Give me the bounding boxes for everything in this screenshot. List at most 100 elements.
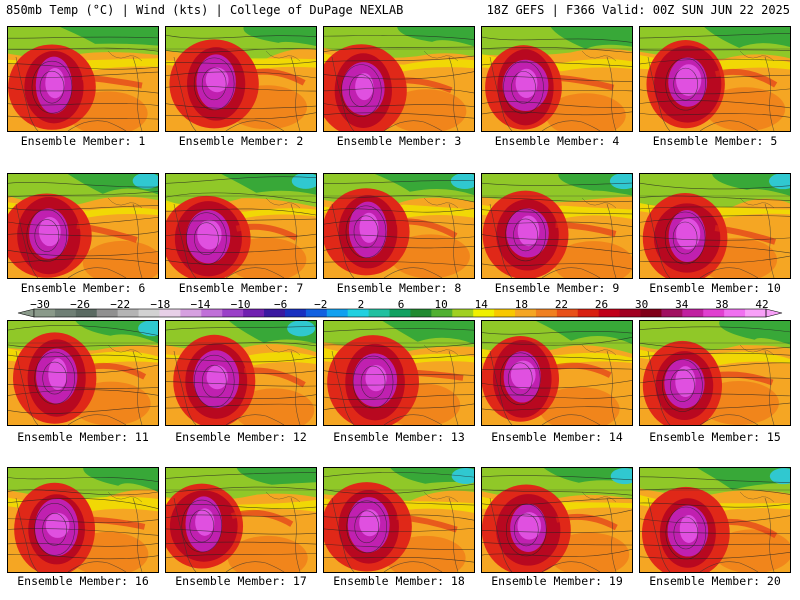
colorbar-swatch <box>75 309 98 317</box>
colorbar-swatch <box>473 309 495 317</box>
ensemble-map-10 <box>640 174 790 278</box>
ensemble-member-label: Ensemble Member: 10 <box>649 281 781 295</box>
colorbar-swatch <box>138 309 160 317</box>
ensemble-panel-19 <box>481 467 633 573</box>
ensemble-member-label: Ensemble Member: 5 <box>652 134 778 148</box>
ensemble-member-label: Ensemble Member: 17 <box>175 574 307 588</box>
colorbar-swatch <box>724 309 746 317</box>
ensemble-map-17 <box>166 468 316 572</box>
colorbar-swatch <box>264 309 286 317</box>
ensemble-map-3 <box>324 27 474 131</box>
ensemble-panel-10 <box>639 173 791 279</box>
colorbar-swatch <box>640 309 662 317</box>
colorbar-swatch <box>201 309 223 317</box>
ensemble-panel-8 <box>323 173 475 279</box>
colorbar-tick-label: −26 <box>70 298 91 311</box>
ensemble-member-label: Ensemble Member: 14 <box>491 430 623 444</box>
colorbar-swatch <box>515 309 537 317</box>
colorbar-tick-label: 30 <box>635 298 649 311</box>
colorbar-tick-label: 10 <box>434 298 448 311</box>
ensemble-map-8 <box>324 174 474 278</box>
ensemble-member-label: Ensemble Member: 18 <box>333 574 465 588</box>
colorbar-tick-label: 42 <box>755 298 769 311</box>
ensemble-member-label: Ensemble Member: 20 <box>649 574 781 588</box>
ensemble-map-5 <box>640 27 790 131</box>
colorbar-swatch <box>117 309 140 317</box>
colorbar-swatch <box>96 309 119 317</box>
ensemble-member-label: Ensemble Member: 13 <box>333 430 465 444</box>
colorbar-tick-label: 22 <box>554 298 569 311</box>
ensemble-panel-1 <box>7 26 159 132</box>
colorbar-swatch <box>389 309 411 317</box>
ensemble-map-18 <box>324 468 474 572</box>
ensemble-panel-14 <box>481 320 633 426</box>
ensemble-map-2 <box>166 27 316 131</box>
temperature-colorbar <box>17 308 783 318</box>
colorbar-tick-label: −10 <box>230 298 251 311</box>
colorbar-tick-label: 38 <box>715 298 729 311</box>
ensemble-panel-2 <box>165 26 317 132</box>
ensemble-member-label: Ensemble Member: 16 <box>17 574 149 588</box>
colorbar-swatch <box>619 309 642 317</box>
colorbar-tick-label: −2 <box>314 298 328 311</box>
ensemble-map-19 <box>482 468 632 572</box>
ensemble-map-7 <box>166 174 316 278</box>
ensemble-map-16 <box>8 468 158 572</box>
ensemble-panel-16 <box>7 467 159 573</box>
ensemble-map-13 <box>324 321 474 425</box>
ensemble-member-label: Ensemble Member: 12 <box>175 430 307 444</box>
colorbar-tick-label: −18 <box>150 298 171 311</box>
colorbar-tick-label: −30 <box>30 298 50 311</box>
ensemble-panel-12 <box>165 320 317 426</box>
ensemble-panel-3 <box>323 26 475 132</box>
ensemble-panel-11 <box>7 320 159 426</box>
colorbar-swatch <box>347 309 370 317</box>
colorbar-swatch <box>34 309 56 317</box>
ensemble-member-label: Ensemble Member: 15 <box>649 430 781 444</box>
colorbar-tick-label: −6 <box>274 298 288 311</box>
ensemble-panel-6 <box>7 173 159 279</box>
ensemble-panel-15 <box>639 320 791 426</box>
colorbar-swatch <box>159 309 181 317</box>
ensemble-member-label: Ensemble Member: 4 <box>494 134 620 148</box>
ensemble-member-label: Ensemble Member: 2 <box>178 134 304 148</box>
ensemble-panel-7 <box>165 173 317 279</box>
colorbar-swatch <box>410 309 432 317</box>
colorbar-tick-label: −22 <box>110 298 131 311</box>
colorbar-swatch <box>577 309 600 317</box>
ensemble-map-4 <box>482 27 632 131</box>
colorbar-swatch <box>661 309 683 317</box>
colorbar-swatch <box>243 309 265 317</box>
colorbar-swatch <box>745 309 767 317</box>
colorbar-tick-label: 14 <box>474 298 488 311</box>
colorbar-swatch <box>556 309 579 317</box>
ensemble-member-label: Ensemble Member: 3 <box>336 134 462 148</box>
ensemble-panel-17 <box>165 467 317 573</box>
ensemble-member-label: Ensemble Member: 9 <box>494 281 620 295</box>
colorbar-swatch <box>682 309 704 317</box>
ensemble-member-label: Ensemble Member: 1 <box>20 134 146 148</box>
colorbar-swatch <box>180 309 202 317</box>
ensemble-map-9 <box>482 174 632 278</box>
colorbar-tick-label: 18 <box>514 298 528 311</box>
ensemble-map-11 <box>8 321 158 425</box>
colorbar-swatch <box>494 309 516 317</box>
colorbar-swatch <box>305 309 328 317</box>
colorbar-swatch <box>431 309 453 317</box>
ensemble-panel-13 <box>323 320 475 426</box>
colorbar-swatch <box>452 309 474 317</box>
colorbar-tick-label: 2 <box>357 298 365 311</box>
colorbar-swatch <box>598 309 621 317</box>
colorbar-tick-label: −14 <box>190 298 211 311</box>
chart-title: 850mb Temp (°C) | Wind (kts) | College o… <box>6 3 404 17</box>
ensemble-map-12 <box>166 321 316 425</box>
colorbar-swatch <box>703 309 725 317</box>
colorbar-swatch <box>326 309 349 317</box>
colorbar-swatch <box>535 309 558 317</box>
ensemble-member-label: Ensemble Member: 6 <box>20 281 146 295</box>
ensemble-map-1 <box>8 27 158 131</box>
ensemble-map-20 <box>640 468 790 572</box>
ensemble-map-15 <box>640 321 790 425</box>
ensemble-member-label: Ensemble Member: 19 <box>491 574 623 588</box>
run-valid-time: 18Z GEFS | F366 Valid: 00Z SUN JUN 22 20… <box>486 3 790 17</box>
